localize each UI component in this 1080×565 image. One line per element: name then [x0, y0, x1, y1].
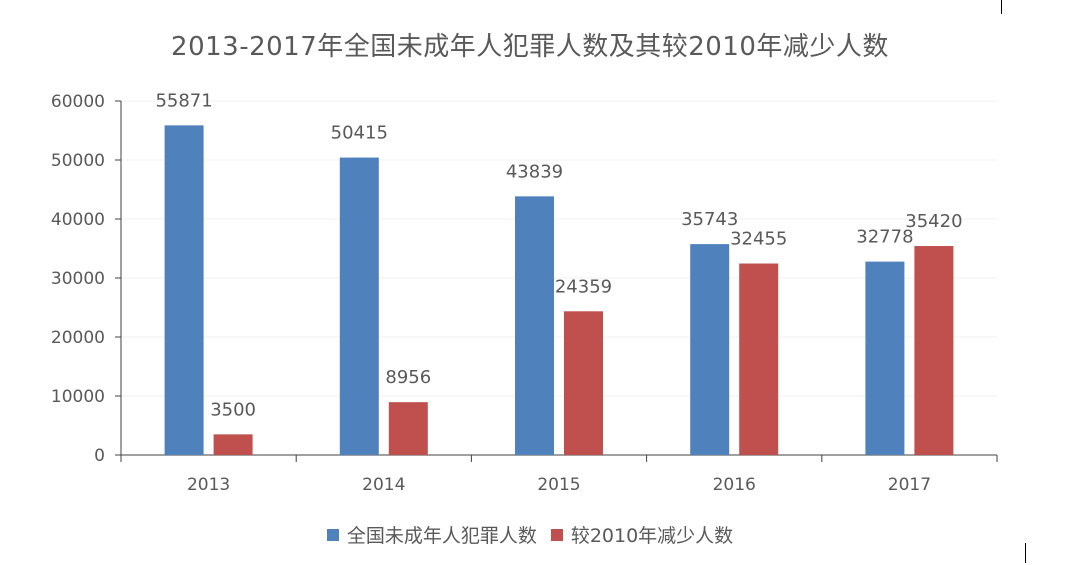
- chart-title: 2013-2017年全国未成年人犯罪人数及其较2010年减少人数: [171, 32, 889, 62]
- bar-series-1-2017: [865, 261, 905, 455]
- bar-series-2-2013: [213, 434, 253, 455]
- bar-series-2-2016: [739, 263, 779, 455]
- edge-mark-bottom: [1025, 543, 1026, 563]
- y-tick-label-5: 50000: [51, 151, 105, 171]
- legend-item-series-1: 全国未成年人犯罪人数: [326, 521, 537, 548]
- bar-series-1-2014: [339, 157, 379, 455]
- data-label-series-1-2013: 55871: [155, 90, 212, 111]
- y-tick-label-2: 20000: [51, 328, 105, 348]
- legend-swatch-series-1: [326, 528, 339, 541]
- x-tick-label-2016: 2016: [713, 475, 756, 495]
- chart-legend: 全国未成年人犯罪人数 较2010年减少人数: [0, 521, 1060, 548]
- y-tick-label-1: 10000: [51, 387, 105, 407]
- bar-series-1-2015: [515, 196, 554, 455]
- x-tick-label-2015: 2015: [537, 475, 580, 495]
- data-label-series-2-2015: 24359: [555, 276, 612, 297]
- data-label-series-1-2014: 50415: [331, 123, 388, 144]
- data-label-series-2-2014: 8956: [385, 367, 431, 388]
- data-label-series-1-2016: 35743: [681, 209, 738, 230]
- legend-label-series-2: 较2010年减少人数: [570, 525, 734, 547]
- y-tick-label-0: 0: [94, 446, 105, 466]
- bar-series-1-2013: [164, 125, 204, 456]
- x-tick-label-2014: 2014: [362, 475, 405, 495]
- data-label-series-2-2016: 32455: [730, 229, 787, 250]
- y-tick-label-6: 60000: [51, 92, 105, 112]
- data-label-series-2-2017: 35420: [905, 211, 962, 232]
- y-tick-label-3: 30000: [51, 269, 105, 289]
- legend-swatch-series-2: [550, 528, 563, 541]
- y-tick-label-4: 40000: [51, 210, 105, 230]
- x-tick-label-2017: 2017: [888, 475, 931, 495]
- data-label-series-1-2015: 43839: [506, 161, 563, 182]
- edge-mark-top: [1001, 0, 1002, 14]
- bar-series-2-2015: [564, 311, 603, 455]
- bar-series-2-2014: [388, 402, 428, 455]
- legend-label-series-1: 全国未成年人犯罪人数: [346, 525, 537, 547]
- bar-series-2-2017: [914, 246, 954, 455]
- data-label-series-1-2017: 32778: [856, 227, 913, 248]
- legend-item-series-2: 较2010年减少人数: [550, 521, 734, 548]
- x-tick-label-2013: 2013: [187, 475, 230, 495]
- bar-series-1-2016: [690, 244, 730, 455]
- data-label-series-2-2013: 3500: [210, 399, 256, 420]
